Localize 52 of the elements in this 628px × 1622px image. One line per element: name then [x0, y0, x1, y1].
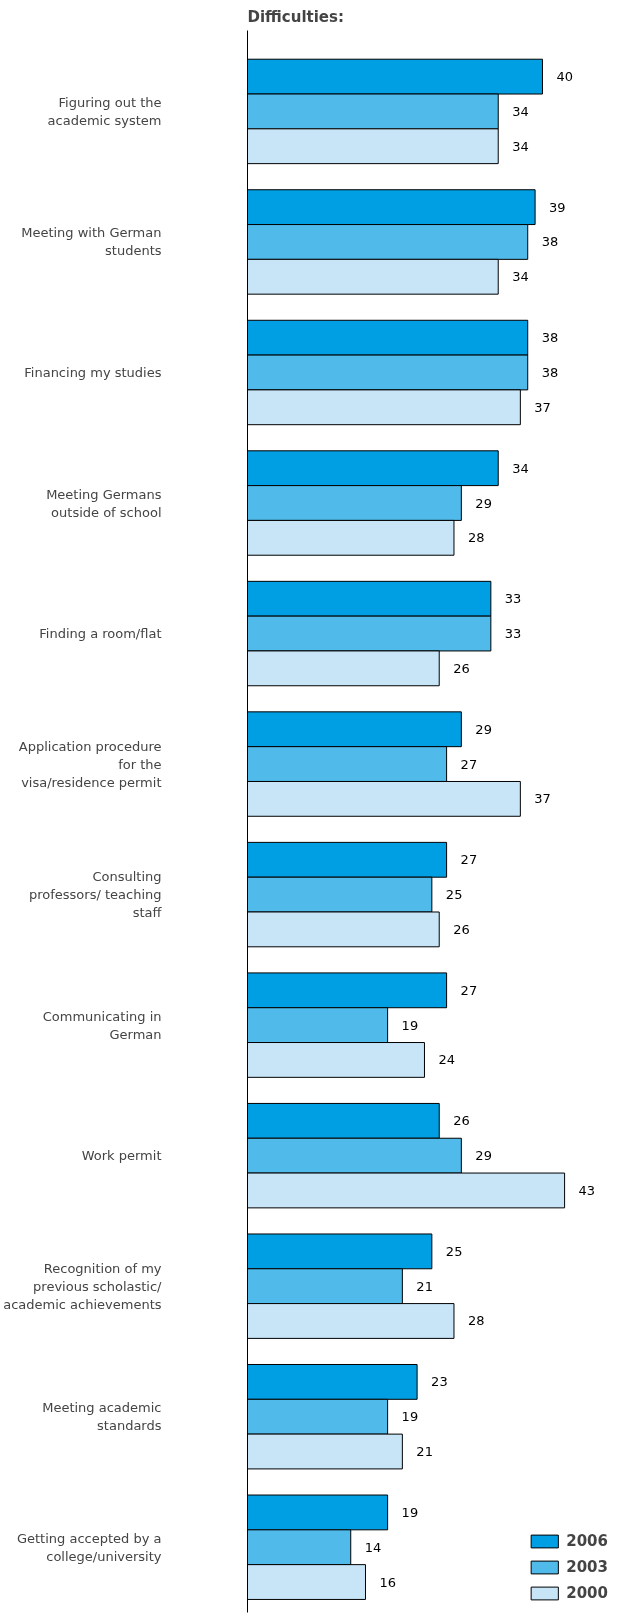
data-label: 25	[445, 1243, 463, 1259]
y-tick-label: Meeting with German students	[21, 225, 162, 259]
legend-label: 2003	[566, 1558, 608, 1576]
data-label: 16	[379, 1574, 397, 1590]
data-label: 14	[364, 1539, 382, 1555]
data-label: 39	[549, 199, 566, 215]
y-tick-label: Consulting professors/ teaching staff	[28, 869, 163, 921]
y-tick-label: Meeting academic standards	[42, 1400, 162, 1434]
data-label: 19	[401, 1017, 419, 1033]
data-label: 34	[512, 460, 529, 476]
y-tick-label: Recognition of my previous scholastic/ academic achievements	[3, 1260, 163, 1312]
y-tick-label: Application procedure for the visa/residence permit	[18, 738, 162, 790]
data-label: 28	[467, 1313, 485, 1329]
data-label: 33	[504, 626, 522, 642]
data-label: 38	[541, 330, 559, 346]
data-label: 29	[475, 721, 492, 737]
data-label: 27	[460, 852, 478, 868]
data-label: 33	[504, 591, 522, 607]
data-label: 29	[475, 495, 492, 511]
data-label: 34	[512, 103, 529, 119]
chart-title: Difficulties:	[247, 7, 344, 26]
y-tick-label: Figuring out the academic system	[47, 94, 162, 128]
data-label: 26	[453, 921, 470, 937]
y-tick-label: Financing my studies	[24, 364, 162, 380]
data-label: 28	[467, 530, 485, 546]
data-label: 34	[512, 138, 529, 154]
data-label: 37	[534, 399, 551, 415]
data-label: 26	[453, 1113, 470, 1129]
data-label: 24	[438, 1052, 456, 1068]
data-label: 38	[541, 364, 559, 380]
data-label: 37	[534, 791, 551, 807]
data-label: 27	[460, 756, 478, 772]
legend-label: 2000	[566, 1584, 608, 1602]
data-label: 29	[475, 1148, 492, 1164]
data-label: 38	[541, 234, 559, 250]
data-label: 26	[453, 660, 470, 676]
data-label: 23	[431, 1374, 448, 1390]
data-label: 34	[512, 269, 529, 285]
data-label: 43	[578, 1182, 596, 1198]
data-label: 19	[401, 1409, 419, 1425]
legend-label: 2006	[566, 1532, 608, 1550]
y-tick-label: Finding a room/flat	[39, 626, 162, 642]
data-label: 21	[416, 1444, 433, 1460]
y-tick-label: Getting accepted by a college/university	[16, 1530, 162, 1564]
y-tick-label: Work permit	[81, 1148, 162, 1164]
y-tick-label: Meeting Germans outside of school	[46, 486, 162, 520]
data-label: 27	[460, 982, 478, 998]
data-label: 40	[556, 69, 574, 85]
data-label: 19	[401, 1504, 419, 1520]
data-label: 25	[445, 887, 463, 903]
y-tick-label: Communicating in German	[42, 1008, 162, 1042]
data-label: 21	[416, 1278, 433, 1294]
